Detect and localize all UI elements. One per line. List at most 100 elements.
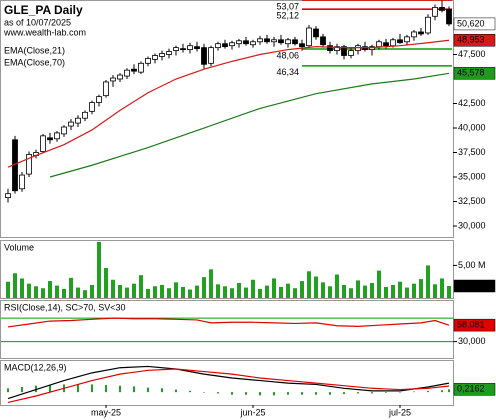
candle-body bbox=[61, 126, 67, 135]
candle-body bbox=[439, 7, 445, 11]
histogram-bar bbox=[448, 389, 450, 393]
histogram-bar bbox=[203, 392, 205, 393]
bar bbox=[90, 284, 94, 298]
candle-body bbox=[68, 121, 74, 127]
x-tick-label: may-25 bbox=[91, 407, 121, 417]
candle-body bbox=[341, 46, 347, 56]
histogram-bar bbox=[371, 392, 373, 394]
chart-title: GLE_PA Daily bbox=[4, 3, 83, 17]
bar bbox=[237, 283, 241, 298]
candle-body bbox=[397, 39, 403, 44]
bar bbox=[349, 288, 353, 298]
candle-body bbox=[124, 69, 130, 77]
histogram-bar bbox=[35, 385, 37, 393]
price-label: 50,620 bbox=[457, 18, 485, 28]
level-label: 46,34 bbox=[276, 67, 299, 77]
price-label-box bbox=[453, 318, 496, 332]
histogram-bar bbox=[287, 392, 289, 395]
bar bbox=[13, 273, 17, 298]
histogram-bar bbox=[161, 388, 163, 393]
candle-body bbox=[236, 40, 242, 45]
y-tick-label: 30,000 bbox=[458, 220, 486, 230]
bar bbox=[314, 276, 318, 298]
series-line bbox=[7, 365, 450, 400]
chart-subtitle: as of 10/07/2025 bbox=[4, 17, 71, 27]
y-tick-label: 32,500 bbox=[458, 196, 486, 206]
histogram-bar bbox=[21, 387, 23, 393]
legend-entry: EMA(Close,21) bbox=[4, 45, 65, 55]
bar bbox=[279, 286, 283, 298]
candle-body bbox=[299, 43, 305, 48]
bar bbox=[272, 278, 276, 298]
candle-body bbox=[215, 43, 221, 49]
bar bbox=[48, 281, 52, 298]
candle-body bbox=[264, 38, 270, 43]
histogram-bar bbox=[119, 385, 121, 393]
candle-body bbox=[285, 39, 291, 45]
histogram-bar bbox=[385, 392, 387, 393]
bar bbox=[426, 265, 430, 298]
candle-body bbox=[131, 68, 137, 72]
x-tick-label: jul-25 bbox=[388, 407, 411, 417]
bar bbox=[419, 279, 423, 298]
price-label: 58,081 bbox=[457, 320, 485, 330]
level-label: 53,07 bbox=[276, 1, 299, 11]
level-label: 48,06 bbox=[276, 50, 299, 60]
bar bbox=[55, 285, 59, 298]
candle-body bbox=[320, 36, 326, 46]
bar bbox=[160, 284, 164, 298]
bar bbox=[447, 286, 451, 298]
candle-body bbox=[250, 41, 256, 46]
bar bbox=[188, 289, 192, 298]
bar bbox=[132, 283, 136, 298]
bar bbox=[181, 286, 185, 298]
bar bbox=[335, 274, 339, 298]
bar bbox=[111, 279, 115, 298]
candle-body bbox=[5, 193, 11, 198]
bar bbox=[286, 283, 290, 298]
bar bbox=[76, 287, 80, 298]
bar bbox=[139, 275, 143, 298]
candle-body bbox=[418, 31, 424, 35]
y-tick-label: 47,500 bbox=[458, 49, 486, 59]
y-tick-label: 37,500 bbox=[458, 147, 486, 157]
histogram-bar bbox=[7, 388, 9, 393]
bar bbox=[342, 284, 346, 298]
candle-body bbox=[173, 47, 179, 51]
bar bbox=[83, 290, 87, 298]
bar bbox=[118, 284, 122, 298]
price-label-box bbox=[453, 34, 496, 47]
histogram-bar bbox=[91, 384, 93, 393]
candle-body bbox=[229, 42, 235, 47]
legend-entry: EMA(Close,70) bbox=[4, 57, 65, 67]
panel-title: RSI(Close,14), SC>70, SV<30 bbox=[4, 302, 126, 312]
histogram-bar bbox=[217, 392, 219, 394]
candle-body bbox=[306, 27, 312, 47]
candle-body bbox=[222, 43, 228, 48]
candle-body bbox=[208, 47, 214, 64]
histogram-bar bbox=[49, 385, 51, 393]
bar bbox=[412, 283, 416, 298]
bar bbox=[174, 282, 178, 298]
histogram-bar bbox=[427, 390, 429, 393]
candle-body bbox=[180, 48, 186, 51]
candle-body bbox=[411, 31, 417, 38]
candle-body bbox=[446, 9, 452, 25]
bar bbox=[20, 278, 24, 298]
bar bbox=[216, 284, 220, 298]
candle-body bbox=[89, 102, 95, 112]
candle-body bbox=[313, 28, 319, 38]
candle-body bbox=[47, 137, 53, 141]
y-tick-label: 5,00 M bbox=[458, 260, 486, 270]
candle-body bbox=[432, 7, 438, 17]
candle-body bbox=[194, 46, 200, 50]
price-label-box bbox=[453, 17, 496, 31]
bar bbox=[370, 283, 374, 298]
x-tick-label: jun-25 bbox=[239, 407, 265, 417]
bar bbox=[398, 281, 402, 298]
bar bbox=[363, 285, 367, 298]
histogram-bar bbox=[189, 390, 191, 393]
bar bbox=[153, 286, 157, 298]
candle-body bbox=[404, 36, 410, 43]
